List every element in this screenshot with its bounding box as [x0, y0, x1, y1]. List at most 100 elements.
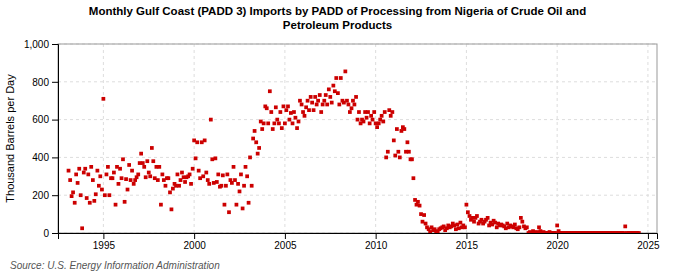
point [257, 146, 261, 150]
point [555, 224, 559, 228]
point [191, 167, 195, 171]
point [384, 156, 388, 160]
y-tick: 1,000 [24, 39, 58, 50]
point [260, 127, 264, 131]
point [277, 122, 281, 126]
point [216, 173, 220, 177]
point [294, 116, 298, 120]
grid [58, 44, 657, 233]
point [147, 171, 151, 175]
grid-line-x [103, 44, 104, 233]
point [330, 101, 334, 105]
point [106, 165, 110, 169]
point [278, 110, 282, 114]
x-tick-label: 2015 [456, 240, 479, 251]
point [242, 184, 246, 188]
point [144, 175, 148, 179]
point [269, 110, 273, 114]
y-tick-label: 600 [32, 114, 49, 125]
y-tick: 200 [32, 190, 58, 201]
point [107, 193, 111, 197]
point [197, 169, 201, 173]
point [623, 225, 627, 229]
point [393, 154, 397, 158]
point [297, 120, 301, 124]
point [88, 201, 92, 205]
point [227, 210, 231, 214]
point [92, 199, 96, 203]
y-tick: 400 [32, 152, 58, 163]
y-axis-line [52, 45, 59, 234]
point [321, 103, 325, 107]
point [463, 225, 467, 229]
point [300, 103, 304, 107]
point [416, 200, 420, 204]
point [188, 173, 192, 177]
point [132, 182, 136, 186]
y-tick-label: 1,000 [24, 39, 49, 50]
x-axis-line [59, 234, 658, 240]
point [253, 129, 257, 133]
point [345, 99, 349, 103]
point [189, 182, 193, 186]
point [85, 196, 89, 200]
point [390, 110, 394, 114]
point [76, 181, 80, 185]
y-tick-label: 0 [43, 228, 49, 239]
point [283, 122, 287, 126]
point [170, 208, 174, 212]
point [102, 97, 106, 101]
point [375, 125, 379, 129]
point [272, 122, 276, 126]
x-tick-mark [194, 233, 195, 239]
point [424, 222, 428, 226]
y-tick-mark [52, 44, 58, 45]
point [389, 114, 393, 118]
point [291, 122, 295, 126]
point [141, 161, 145, 165]
y-tick-label: 200 [32, 190, 49, 201]
point [235, 203, 239, 207]
x-tick-label: 2020 [547, 240, 570, 251]
point [123, 200, 127, 204]
point [105, 173, 109, 177]
point [309, 95, 313, 99]
point [282, 104, 286, 108]
y-tick-mark [52, 120, 58, 121]
point [395, 127, 399, 131]
point [203, 139, 207, 143]
point [206, 178, 210, 182]
point [381, 120, 385, 124]
x-tick-mark [466, 233, 467, 239]
point [68, 178, 72, 182]
grid-line-x [375, 44, 376, 233]
point [166, 176, 170, 180]
point [280, 126, 284, 130]
point [327, 87, 331, 91]
point [241, 207, 245, 211]
point [96, 169, 100, 173]
point [150, 146, 154, 150]
point [307, 108, 311, 112]
point [319, 110, 323, 114]
point [406, 140, 410, 144]
point [318, 93, 322, 97]
x-tick-label: 2000 [184, 240, 207, 251]
point [306, 99, 310, 103]
point [247, 201, 251, 205]
point [111, 176, 115, 180]
point [369, 114, 373, 118]
point [310, 101, 314, 105]
point [80, 226, 84, 230]
point [127, 163, 131, 167]
x-tick-mark [103, 233, 104, 239]
point [103, 193, 107, 197]
point [336, 91, 340, 95]
point [518, 225, 522, 229]
point [412, 176, 416, 180]
point [353, 103, 357, 107]
x-tick-mark [557, 233, 558, 239]
point [248, 156, 252, 160]
point [637, 231, 641, 233]
plot-frame [58, 44, 657, 233]
